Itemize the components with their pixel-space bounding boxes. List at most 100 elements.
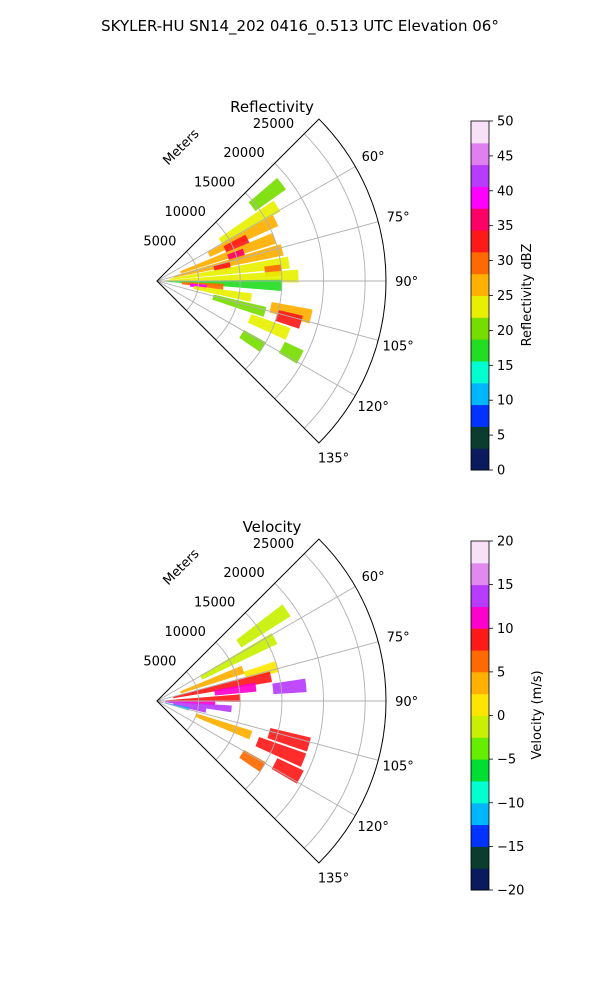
colorbar-swatch: [471, 273, 489, 296]
velocity-colorbar: −20 −15 −10 −5 0 5 10 15 20: [470, 535, 524, 899]
data-cell: [223, 234, 250, 253]
reflectivity-title: Reflectivity: [230, 98, 314, 116]
colorbar-tick-label: 50: [497, 115, 514, 130]
reflectivity-polar-axes: 5000 10000 15000 20000 25000 60° 75° 90° 105° 120…: [143, 117, 418, 467]
grid-spoke: [156, 221, 379, 282]
colorbar-swatch: [471, 693, 489, 716]
colorbar-tick-label: 0: [497, 709, 505, 724]
colorbar-tick-label: 35: [497, 219, 514, 234]
colorbar-swatch: [471, 339, 489, 362]
figure-suptitle: SKYLER-HU SN14_202 0416_0.513 UTC Elevat…: [101, 17, 499, 36]
reflectivity-panel: Reflectivity 5000 10000 15000 20000 25000 60°…: [143, 98, 535, 479]
grid-spoke: [156, 280, 356, 396]
data-cell: [278, 341, 304, 364]
angular-tick-label: 120°: [358, 820, 389, 835]
colorbar-tick-label: 10: [497, 622, 514, 637]
colorbar-swatch: [471, 317, 489, 340]
data-cell: [195, 713, 253, 740]
colorbar-tick-label: −15: [497, 840, 524, 855]
data-cell: [248, 178, 286, 212]
colorbar-tick-label: 5: [497, 665, 505, 680]
colorbar-swatch: [471, 121, 489, 144]
sector-frame: [156, 538, 387, 864]
colorbar-swatch: [471, 448, 489, 471]
angular-tick-label: 90°: [395, 275, 418, 290]
data-cell: [200, 633, 278, 680]
data-cell: [271, 758, 304, 784]
colorbar-swatch: [471, 737, 489, 760]
sector-frame: [156, 118, 387, 444]
angular-tick-label: 105°: [382, 760, 413, 775]
data-cell: [173, 703, 207, 713]
angular-tick-label: 90°: [395, 695, 418, 710]
reflectivity-radial-label: Meters: [161, 126, 203, 168]
radial-tick-label: 10000: [165, 625, 206, 640]
colorbar-tick-label: 40: [497, 184, 514, 199]
data-cell: [272, 678, 307, 695]
colorbar-swatch: [471, 846, 489, 869]
reflectivity-colorbar-label: Reflectivity dBZ: [520, 244, 535, 347]
colorbar-swatch: [471, 251, 489, 275]
colorbar-swatch: [471, 208, 489, 231]
grid-spoke: [156, 700, 379, 761]
angular-tick-label: 120°: [358, 400, 389, 415]
data-cell: [169, 256, 290, 280]
grid-spoke: [156, 700, 356, 816]
radial-tick-label: 20000: [223, 146, 264, 161]
colorbar-tick-label: 25: [497, 289, 514, 304]
colorbar-swatch: [471, 186, 489, 209]
data-cell: [236, 604, 291, 648]
radial-tick-label: 10000: [165, 205, 206, 220]
velocity-polar-axes: 5000 10000 15000 20000 25000 60° 75° 90° 105° 120…: [143, 537, 418, 887]
colorbar-tick-label: 10: [497, 394, 514, 409]
colorbar-tick-label: 0: [497, 464, 505, 479]
velocity-radial-label: Meters: [161, 546, 203, 588]
colorbar-tick-label: 30: [497, 254, 514, 269]
grid-spoke: [156, 166, 356, 282]
data-cell: [239, 330, 266, 352]
grid-spoke: [156, 280, 379, 341]
colorbar-swatch: [471, 230, 489, 253]
colorbar-swatch: [471, 562, 489, 586]
colorbar-swatch: [471, 780, 489, 804]
radial-tick-label: 25000: [253, 537, 294, 552]
colorbar-tick-label: 15: [497, 578, 514, 593]
data-cell: [193, 285, 252, 302]
colorbar-swatch: [471, 824, 489, 847]
colorbar-swatch: [471, 584, 489, 607]
colorbar-swatch: [471, 164, 489, 187]
colorbar-swatch: [471, 802, 489, 826]
colorbar-swatch: [471, 868, 489, 891]
angular-tick-label: 60°: [362, 150, 385, 165]
colorbar-swatch: [471, 142, 489, 166]
colorbar-swatch: [471, 295, 489, 318]
data-cell: [165, 279, 282, 292]
colorbar-tick-label: 15: [497, 359, 514, 374]
velocity-title: Velocity: [243, 518, 302, 536]
colorbar-tick-label: 45: [497, 149, 514, 164]
radial-tick-label: 5000: [143, 655, 176, 670]
data-cell: [218, 200, 281, 245]
data-cell: [214, 682, 257, 696]
data-cell: [239, 750, 266, 772]
colorbar-tick-label: 5: [497, 429, 505, 444]
colorbar-swatch: [471, 382, 489, 406]
data-cell: [247, 314, 291, 340]
colorbar-tick-label: −5: [497, 753, 516, 768]
angular-tick-label: 60°: [362, 570, 385, 585]
radial-tick-label: 15000: [194, 596, 235, 611]
angular-tick-label: 105°: [382, 340, 413, 355]
grid-spoke: [156, 641, 379, 702]
colorbar-tick-label: 20: [497, 535, 514, 550]
colorbar-swatch: [471, 426, 489, 449]
data-cell: [180, 232, 277, 274]
data-cell: [165, 694, 241, 702]
radial-tick-label: 5000: [143, 235, 176, 250]
colorbar-tick-label: 20: [497, 324, 514, 339]
colorbar-swatch: [471, 715, 489, 738]
reflectivity-colorbar: 0 5 10 15 20 25 30 35 40 45 50: [470, 115, 514, 479]
colorbar-swatch: [471, 541, 489, 564]
colorbar-swatch: [471, 671, 489, 695]
colorbar-swatch: [471, 606, 489, 629]
